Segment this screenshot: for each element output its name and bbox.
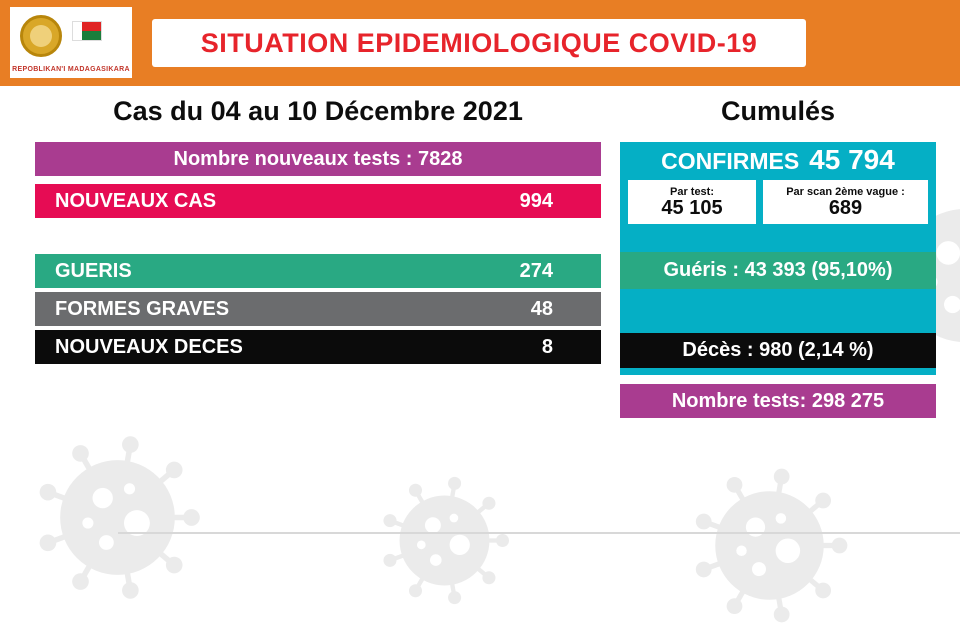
virus-icon xyxy=(25,425,210,610)
by-scan-box: Par scan 2ème vague : 689 xyxy=(763,180,928,224)
by-test-box: Par test: 45 105 xyxy=(628,180,756,224)
weekly-title: Cas du 04 au 10 Décembre 2021 xyxy=(113,96,523,126)
new-deaths-label: NOUVEAUX DECES xyxy=(55,335,243,358)
new-deaths-bar: NOUVEAUX DECES 8 xyxy=(35,330,601,364)
new-deaths-value: 8 xyxy=(541,335,553,358)
cumulative-recovered-band: Guéris : 43 393 (95,10%) xyxy=(620,252,936,289)
madagascar-logo: REPOBLIKAN'I MADAGASIKARA xyxy=(10,7,132,78)
title-plate: SITUATION EPIDEMIOLOGIQUE COVID-19 xyxy=(152,19,806,67)
seal-icon xyxy=(20,15,62,57)
bottom-divider xyxy=(118,532,960,534)
cumulative-panel: CONFIRMES 45 794 Par test: 45 105 Par sc… xyxy=(620,142,936,375)
header-banner: REPOBLIKAN'I MADAGASIKARA SITUATION EPID… xyxy=(0,0,960,86)
confirmed-breakdown: Par test: 45 105 Par scan 2ème vague : 6… xyxy=(628,180,928,224)
new-cases-value: 994 xyxy=(519,189,553,212)
by-scan-label: Par scan 2ème vague : xyxy=(786,185,905,198)
confirmed-label: CONFIRMES xyxy=(661,148,800,174)
new-cases-label: NOUVEAUX CAS xyxy=(55,189,217,212)
new-cases-bar: NOUVEAUX CAS 994 xyxy=(35,184,601,218)
cumulative-title: Cumulés xyxy=(720,96,836,126)
by-test-label: Par test: xyxy=(669,185,715,198)
recovered-label: GUERIS xyxy=(55,259,132,282)
by-scan-value: 689 xyxy=(828,196,863,219)
recovered-bar: GUERIS 274 xyxy=(35,254,601,288)
by-test-value: 45 105 xyxy=(661,196,723,219)
logo-caption: REPOBLIKAN'I MADAGASIKARA xyxy=(12,66,130,73)
severe-forms-label: FORMES GRAVES xyxy=(55,297,230,320)
page-title: SITUATION EPIDEMIOLOGIQUE COVID-19 xyxy=(200,27,758,58)
cumulative-tests-bar: Nombre tests: 298 275 xyxy=(620,384,936,418)
severe-forms-value: 48 xyxy=(530,297,553,320)
confirmed-row: CONFIRMES 45 794 xyxy=(620,144,936,176)
new-tests-bar: Nombre nouveaux tests : 7828 xyxy=(35,142,601,176)
madagascar-flag-icon xyxy=(72,21,102,41)
virus-icon xyxy=(372,468,517,613)
confirmed-value: 45 794 xyxy=(809,144,895,175)
virus-icon xyxy=(682,458,857,633)
severe-forms-bar: FORMES GRAVES 48 xyxy=(35,292,601,326)
recovered-value: 274 xyxy=(519,259,553,282)
cumulative-deaths-band: Décès : 980 (2,14 %) xyxy=(620,333,936,368)
new-tests-label: Nombre nouveaux tests : 7828 xyxy=(173,147,463,170)
